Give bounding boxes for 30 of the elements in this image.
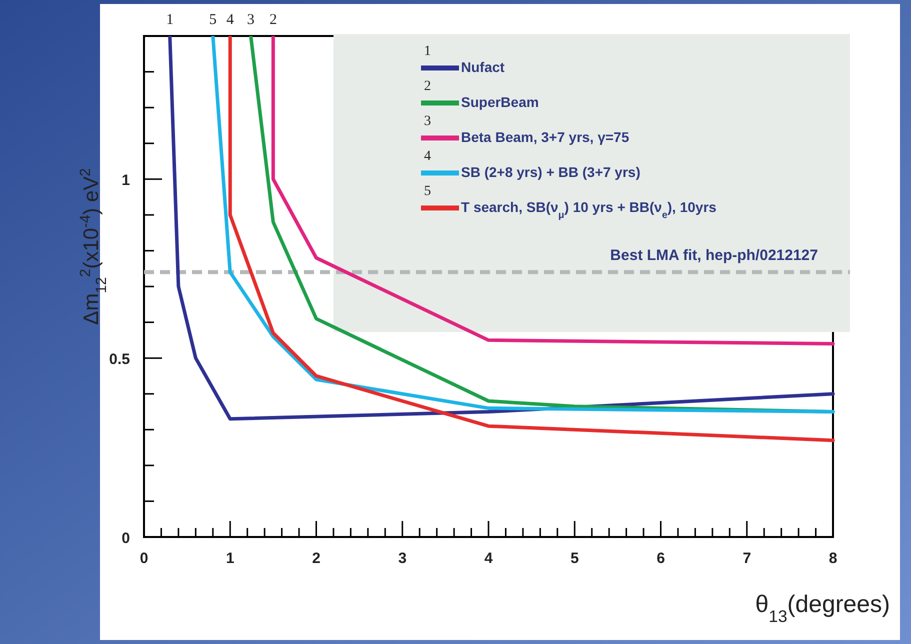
legend-label: SB (2+8 yrs) + BB (3+7 yrs)	[461, 164, 640, 180]
y-tick-label: 0	[122, 530, 130, 547]
annotation: 5	[424, 184, 431, 199]
x-tick-label: 1	[226, 550, 234, 567]
x-tick-label: 2	[312, 550, 320, 567]
legend-label: Nufact	[461, 59, 505, 75]
annotation: 3	[424, 114, 431, 129]
x-tick-label: 7	[742, 550, 752, 567]
y-tick-label: 1	[122, 172, 130, 190]
annotation: 4	[424, 149, 431, 164]
annotation: 3	[247, 12, 255, 28]
annotation: 2	[269, 12, 277, 28]
x-tick-label: 4	[484, 550, 494, 567]
ref-line-label: Best LMA fit, hep-ph/0212127	[610, 247, 818, 264]
y-tick-label: 0.5	[109, 351, 130, 368]
x-tick-label: 8	[828, 550, 838, 567]
annotation: 1	[166, 12, 174, 28]
annotation: 4	[226, 12, 234, 28]
x-tick-label: 5	[570, 550, 579, 567]
line-series	[271, 36, 835, 346]
x-tick-label: 0	[140, 550, 148, 567]
x-tick-label: 3	[398, 550, 407, 567]
annotation: 2	[424, 79, 431, 94]
legend-label: SuperBeam	[461, 94, 539, 110]
annotation: 1	[424, 44, 431, 59]
annotation: 5	[209, 12, 217, 28]
legend-label: Beta Beam, 3+7 yrs, γ=75	[461, 129, 630, 145]
x-tick-label: 6	[656, 550, 665, 567]
legend-label: T search, SB(ν$_{μ}$) 10 yrs + BB(ν$_{e}$), 10yrs	[461, 199, 717, 220]
x-axis-title: θ$_{13}$(degrees)	[755, 591, 890, 626]
